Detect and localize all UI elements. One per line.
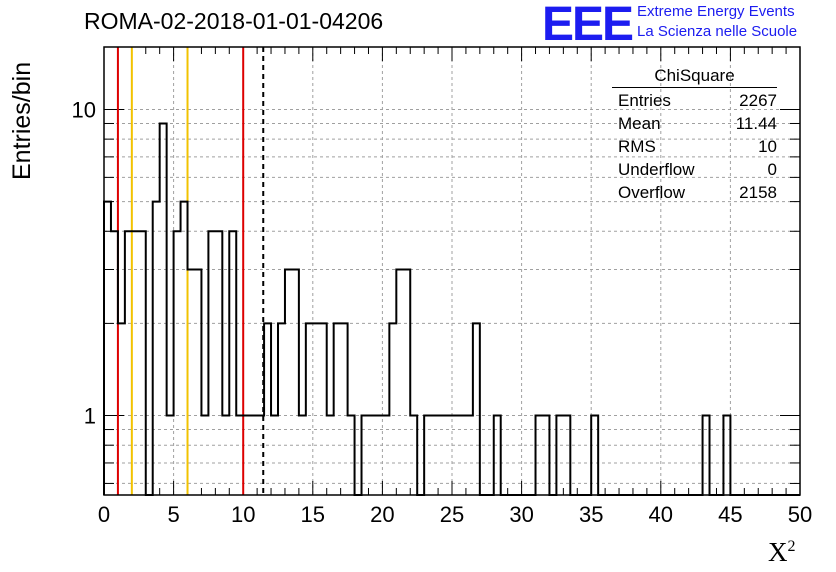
x-tick-label: 20 — [370, 502, 394, 527]
stats-row: RMS 10 — [612, 135, 777, 158]
x-tick-label: 35 — [579, 502, 603, 527]
stats-row: Mean 11.44 — [612, 112, 777, 135]
stats-box: ChiSquare Entries 2267 Mean 11.44 RMS 10 Un… — [612, 66, 777, 204]
y-tick-label: 1 — [84, 404, 96, 429]
x-tick-label: 40 — [649, 502, 673, 527]
stats-row: Overflow 2158 — [612, 181, 777, 204]
y-axis-label: Entries/bin — [8, 61, 36, 180]
chart-title: ROMA-02-2018-01-01-04206 — [84, 8, 384, 34]
stats-label: Mean — [618, 114, 661, 133]
stats-row: Entries 2267 — [612, 89, 777, 112]
marker-lines — [116, 47, 265, 495]
x-tick-label: 30 — [509, 502, 533, 527]
stats-value: 2158 — [739, 183, 777, 202]
x-tick-label: 45 — [718, 502, 742, 527]
x-axis-label-superscript: 2 — [787, 538, 796, 555]
x-tick-label: 5 — [167, 502, 179, 527]
x-axis-label-base: X — [768, 537, 788, 567]
y-tick-label: 10 — [72, 97, 96, 122]
stats-value: 2267 — [739, 91, 777, 110]
stats-label: Entries — [618, 91, 671, 110]
tick-labels: 0 5 10 15 20 25 30 35 40 45 50 1 10 — [72, 97, 813, 527]
stats-label: Overflow — [618, 183, 686, 202]
x-tick-label: 0 — [98, 502, 110, 527]
x-tick-label: 10 — [231, 502, 255, 527]
plot-frame — [103, 46, 801, 496]
stats-title: ChiSquare — [612, 66, 777, 88]
x-tick-label: 15 — [301, 502, 325, 527]
stats-row: Underflow 0 — [612, 158, 777, 181]
stats-value: 10 — [758, 137, 777, 156]
logo-caption-line1: Extreme Energy Events — [637, 3, 795, 20]
stats-label: RMS — [618, 137, 656, 156]
eee-logo: EEE — [542, 0, 634, 51]
x-tick-label: 50 — [788, 502, 812, 527]
stats-value: 11.44 — [735, 114, 777, 133]
logo-caption-line2: La Scienza nelle Scuole — [637, 23, 798, 40]
stats-label: Underflow — [618, 160, 695, 179]
x-tick-label: 25 — [440, 502, 464, 527]
x-axis-label: X2 — [768, 537, 796, 568]
stats-value: 0 — [767, 160, 777, 179]
